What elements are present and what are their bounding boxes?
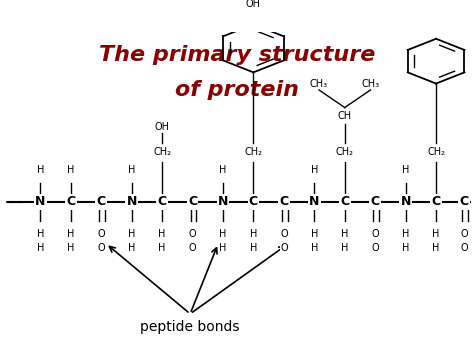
Text: H: H bbox=[158, 229, 166, 239]
Text: C: C bbox=[97, 195, 106, 208]
Text: H: H bbox=[310, 243, 318, 253]
Text: H: H bbox=[402, 165, 410, 175]
Text: CH₃: CH₃ bbox=[362, 78, 380, 88]
Text: H: H bbox=[128, 229, 135, 239]
Text: of protein: of protein bbox=[175, 80, 299, 100]
Text: H: H bbox=[402, 229, 410, 239]
Text: N: N bbox=[309, 195, 319, 208]
Text: N: N bbox=[127, 195, 137, 208]
Text: H: H bbox=[67, 243, 74, 253]
Text: O: O bbox=[460, 229, 468, 239]
Text: C: C bbox=[157, 195, 167, 208]
Text: H: H bbox=[250, 229, 257, 239]
Text: H: H bbox=[341, 229, 348, 239]
Text: C: C bbox=[431, 195, 441, 208]
Text: H: H bbox=[341, 243, 348, 253]
Text: C: C bbox=[460, 195, 469, 208]
Text: O: O bbox=[460, 243, 468, 253]
Text: CH₃: CH₃ bbox=[310, 78, 328, 88]
Text: H: H bbox=[158, 243, 166, 253]
Text: H: H bbox=[310, 229, 318, 239]
Text: H: H bbox=[128, 243, 135, 253]
Text: O: O bbox=[97, 243, 105, 253]
Text: N: N bbox=[35, 195, 46, 208]
Text: CH₂: CH₂ bbox=[245, 147, 263, 157]
Text: H: H bbox=[250, 243, 257, 253]
Text: O: O bbox=[97, 229, 105, 239]
Text: peptide bonds: peptide bonds bbox=[140, 320, 240, 334]
Text: H: H bbox=[128, 165, 135, 175]
Text: H: H bbox=[219, 165, 227, 175]
Text: H: H bbox=[432, 243, 440, 253]
Text: H: H bbox=[310, 165, 318, 175]
Text: C: C bbox=[371, 195, 380, 208]
Text: N: N bbox=[218, 195, 228, 208]
Text: C: C bbox=[340, 195, 349, 208]
Text: CH₂: CH₂ bbox=[336, 147, 354, 157]
Text: O: O bbox=[371, 229, 379, 239]
Text: C: C bbox=[249, 195, 258, 208]
Text: The primary structure: The primary structure bbox=[99, 45, 375, 65]
Text: H: H bbox=[67, 229, 74, 239]
Text: H: H bbox=[36, 243, 44, 253]
Text: OH: OH bbox=[155, 122, 170, 132]
Text: C: C bbox=[66, 195, 75, 208]
Text: O: O bbox=[371, 243, 379, 253]
Text: H: H bbox=[432, 229, 440, 239]
Text: CH₂: CH₂ bbox=[427, 147, 445, 157]
Text: H: H bbox=[219, 243, 227, 253]
Text: H: H bbox=[36, 165, 44, 175]
Text: O: O bbox=[280, 229, 288, 239]
Text: H: H bbox=[402, 243, 410, 253]
Text: CH: CH bbox=[337, 110, 352, 121]
Text: N: N bbox=[401, 195, 411, 208]
Text: O: O bbox=[189, 229, 196, 239]
Text: O: O bbox=[189, 243, 196, 253]
Text: H: H bbox=[36, 229, 44, 239]
Text: C: C bbox=[188, 195, 197, 208]
Text: H: H bbox=[67, 165, 74, 175]
Text: O: O bbox=[280, 243, 288, 253]
Text: C: C bbox=[279, 195, 288, 208]
Text: H: H bbox=[219, 229, 227, 239]
Text: OH: OH bbox=[246, 0, 261, 9]
Text: CH₂: CH₂ bbox=[153, 147, 171, 157]
